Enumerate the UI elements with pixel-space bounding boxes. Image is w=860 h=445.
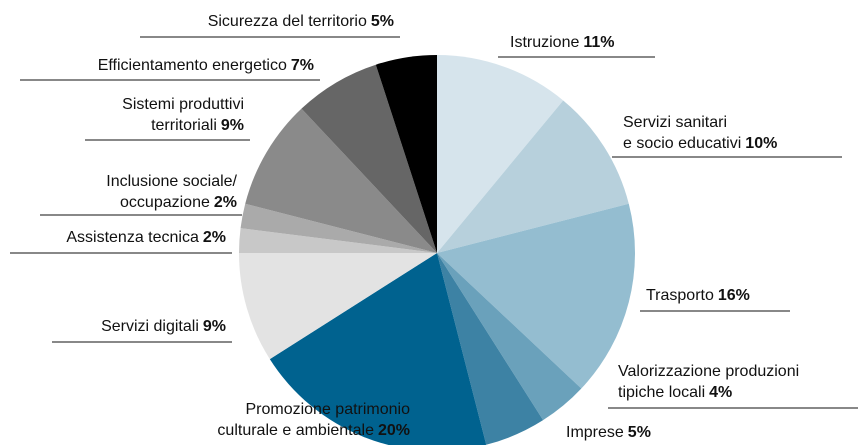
slice-label: Sicurezza del territorio bbox=[208, 13, 367, 30]
label-line: Valorizzazione produzioni bbox=[618, 363, 799, 380]
slice-value-label: 5% bbox=[628, 424, 651, 441]
label-line: Promozione patrimonio bbox=[245, 401, 410, 418]
slice bbox=[437, 55, 564, 253]
label-line: Istruzione bbox=[510, 34, 579, 51]
slice bbox=[437, 253, 544, 445]
slice-label: Servizi sanitari e socio educativi bbox=[623, 114, 741, 152]
label-line: Imprese bbox=[566, 424, 624, 441]
slice-label: Valorizzazione produzioni tipiche locali bbox=[618, 363, 799, 401]
slice bbox=[437, 203, 635, 389]
slice bbox=[301, 64, 437, 253]
slice-value-label: 4% bbox=[709, 384, 732, 401]
slice bbox=[437, 100, 629, 253]
slice bbox=[239, 228, 437, 253]
slice bbox=[245, 108, 437, 253]
label-line: Sicurezza del territorio bbox=[208, 13, 367, 30]
slice-label: Istruzione bbox=[510, 34, 579, 51]
label-line: occupazione bbox=[120, 194, 210, 211]
slice-label: Trasporto bbox=[646, 287, 714, 304]
label-line: Assistenza tecnica bbox=[66, 229, 199, 246]
slice-value-label: 11% bbox=[583, 34, 614, 51]
label-line: Trasporto bbox=[646, 287, 714, 304]
slice-label: Servizi digitali bbox=[101, 318, 199, 335]
slice-value-label: 20% bbox=[378, 422, 410, 439]
slice-value-label: 5% bbox=[371, 13, 394, 30]
slice-value-label: 2% bbox=[203, 229, 226, 246]
slice-label: Efficientamento energetico bbox=[98, 57, 287, 74]
label-line: culturale e ambientale bbox=[217, 422, 374, 439]
slice-value-label: 9% bbox=[203, 318, 226, 335]
slice bbox=[437, 253, 582, 421]
slice-value-label: 16% bbox=[718, 287, 750, 304]
slice-label: Inclusione sociale/occupazione bbox=[106, 173, 237, 211]
slice bbox=[239, 253, 437, 360]
slice-value-label: 9% bbox=[221, 117, 244, 134]
label-line: Efficientamento energetico bbox=[98, 57, 287, 74]
label-line: Servizi sanitari bbox=[623, 114, 727, 131]
slice-value-label: 2% bbox=[214, 194, 237, 211]
label-line: tipiche locali bbox=[618, 384, 705, 401]
slice-value-label: 10% bbox=[745, 135, 777, 152]
label-line: e socio educativi bbox=[623, 135, 741, 152]
slice-value-label: 7% bbox=[291, 57, 314, 74]
slice-label: Promozione patrimonio culturale e ambient… bbox=[217, 401, 410, 439]
label-line: Inclusione sociale/ bbox=[106, 173, 237, 190]
slice-label: Sistemi produttivi territoriali bbox=[122, 96, 244, 134]
label-line: territoriali bbox=[151, 117, 217, 134]
slice bbox=[375, 55, 437, 253]
slice-label: Assistenza tecnica bbox=[66, 229, 199, 246]
label-line: Servizi digitali bbox=[101, 318, 199, 335]
label-line: Sistemi produttivi bbox=[122, 96, 244, 113]
slice-label: Imprese bbox=[566, 424, 624, 441]
slice bbox=[269, 253, 487, 445]
slice bbox=[240, 203, 437, 253]
